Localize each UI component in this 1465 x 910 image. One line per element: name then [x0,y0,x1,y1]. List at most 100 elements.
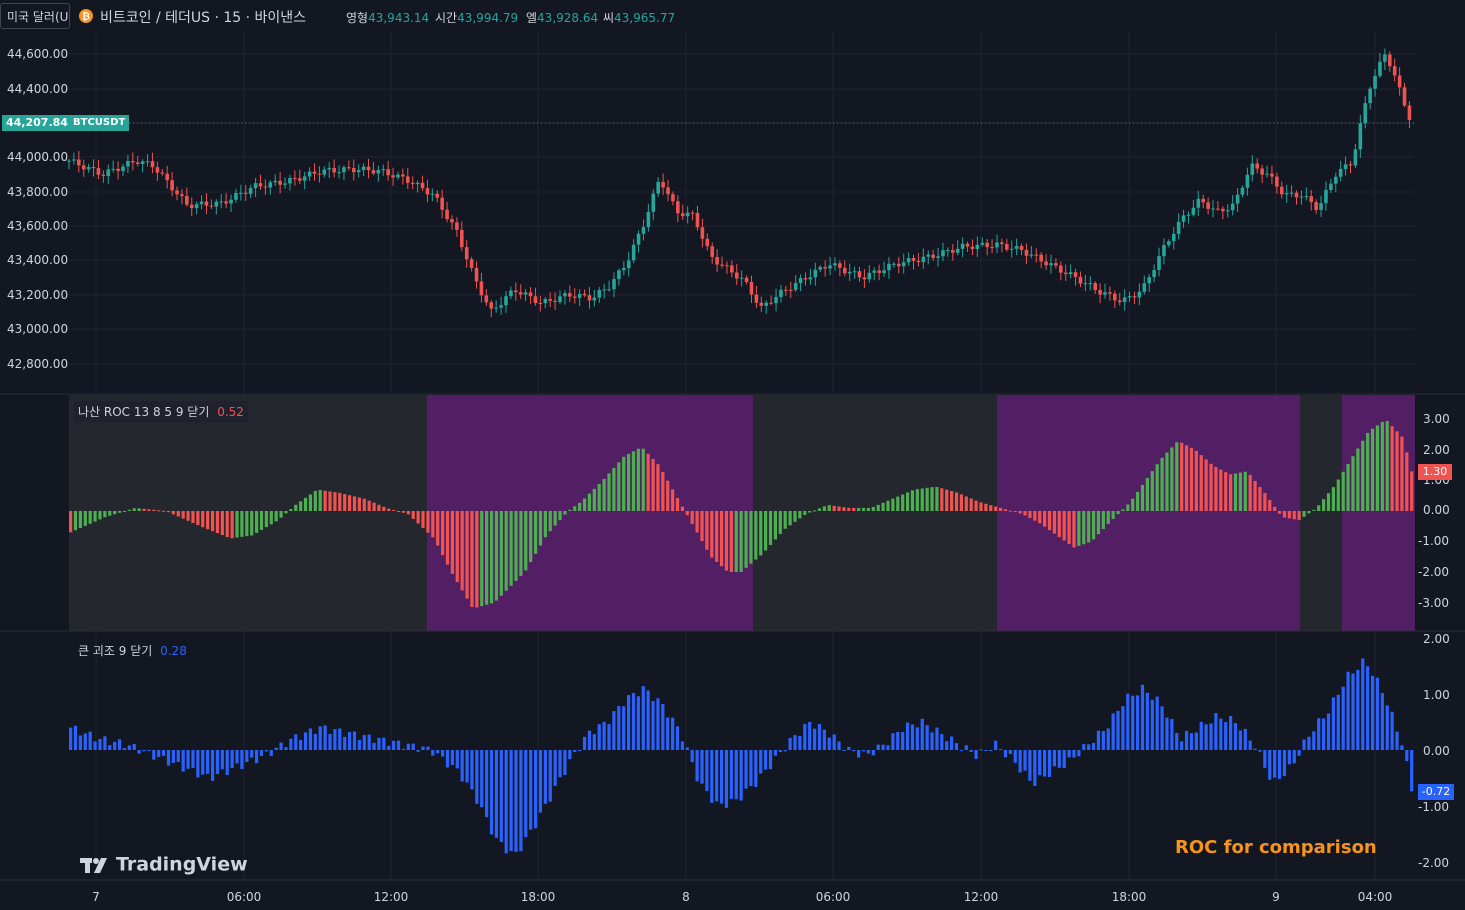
candle-body [617,270,621,280]
roc-bar [157,510,161,512]
bc-bar [891,733,895,750]
roc-bar [181,511,185,519]
bc-bar [186,750,190,769]
candle-body [101,174,106,176]
roc-bar [529,511,533,563]
candle-body [332,167,336,173]
candle-body [1206,202,1210,209]
bc-bar [1258,750,1262,752]
bc-bar [984,750,988,751]
roc-axis-tick: -3.00 [1418,596,1450,610]
bc-bar [1370,675,1375,750]
candle-body [602,289,606,291]
roc-bar [514,511,518,581]
bc-axis-tick: 2.00 [1423,632,1450,646]
roc-bar [78,511,82,529]
bc-bar [1400,745,1404,750]
candle-body [857,271,862,278]
currency-button[interactable]: 미국 달러(U [0,3,70,29]
roc-bar [1405,452,1409,511]
bc-bar [494,750,499,838]
roc-bar [1155,464,1159,511]
candle-body [818,266,823,270]
candle-body [1024,249,1029,256]
candle-body [1225,210,1230,212]
bc-bar [1395,731,1399,750]
bc-bar [1165,717,1169,750]
candle-body [626,260,631,269]
candle-body [1402,87,1407,106]
candle-body [1368,88,1372,104]
bc-bar [940,734,944,750]
bc-bar [367,734,371,750]
roc-legend[interactable]: 나산 ROC 13 8 5 9 닫기 0.52 [74,401,248,422]
candle-body [1078,276,1083,284]
candle-body [396,174,400,178]
price-axis-tick: 44,600.00 [7,47,69,61]
bc-bar [1287,750,1291,765]
candle-body [1353,149,1358,166]
ohlc-low-label: 엘 [526,11,538,25]
roc-bar [1140,484,1145,511]
bc-bar [724,750,729,808]
roc-bar [798,511,802,519]
candle-body [734,272,739,279]
symbol-title[interactable]: 비트코인 / 테더US · 15 · 바이낸스 [100,10,307,26]
bc-bar [636,696,640,750]
bc-bar [915,727,919,750]
ohlc-open-label: 영형 [346,11,369,25]
candle-body [430,193,435,195]
candle-body [1245,174,1250,188]
candle-body [1181,215,1186,222]
bc-bar [533,750,538,829]
roc-bar [612,467,616,511]
tradingview-logo[interactable]: TradingView [80,853,248,876]
roc-bar [666,480,670,511]
roc-bar [1209,463,1213,511]
candle-body [327,167,332,170]
roc-bar [724,511,729,571]
roc-bar [1268,499,1272,511]
roc-axis-tick: 2.00 [1423,443,1450,457]
bc-bar [612,711,616,750]
candle-body [347,167,351,169]
bc-bar [989,750,993,752]
roc-highlight-band [997,395,1300,631]
roc-bar [1224,472,1228,511]
candle-body [828,265,832,269]
candle-body [111,168,115,170]
candle-body [1309,196,1314,203]
bc-bar [1219,718,1223,750]
bc-bar [558,750,562,778]
bc-bar [142,750,146,752]
roc-bar [411,511,415,519]
roc-bar [69,511,73,533]
roc-bar [1204,459,1208,511]
roc-bar [597,483,601,511]
roc-bar [308,494,313,511]
bc-bar [396,740,401,750]
roc-bar [338,492,342,511]
bc-bar [827,737,831,750]
bc-bar [597,724,601,750]
bc-bar [1106,728,1110,750]
bc-legend[interactable]: 큰 괴조 9 닫기 0.28 [78,642,187,659]
candle-body [538,303,543,305]
candle-body [1059,265,1063,273]
candle-body [946,250,950,252]
candle-body [391,175,395,178]
bc-bar [308,728,313,750]
roc-bar [1410,471,1414,511]
roc-bar [822,506,826,511]
bc-bar [578,750,582,752]
roc-bar [1180,442,1184,511]
bc-bar [83,733,87,750]
roc-bar [367,500,371,511]
header-bar: 미국 달러(U ₿ 비트코인 / 테더US · 15 · 바이낸스 영형43,9… [0,0,1465,32]
roc-bar [1101,511,1105,530]
bc-bar [1224,722,1228,750]
candle-body [410,182,415,185]
roc-bar [837,506,841,511]
bc-bar [651,701,655,750]
